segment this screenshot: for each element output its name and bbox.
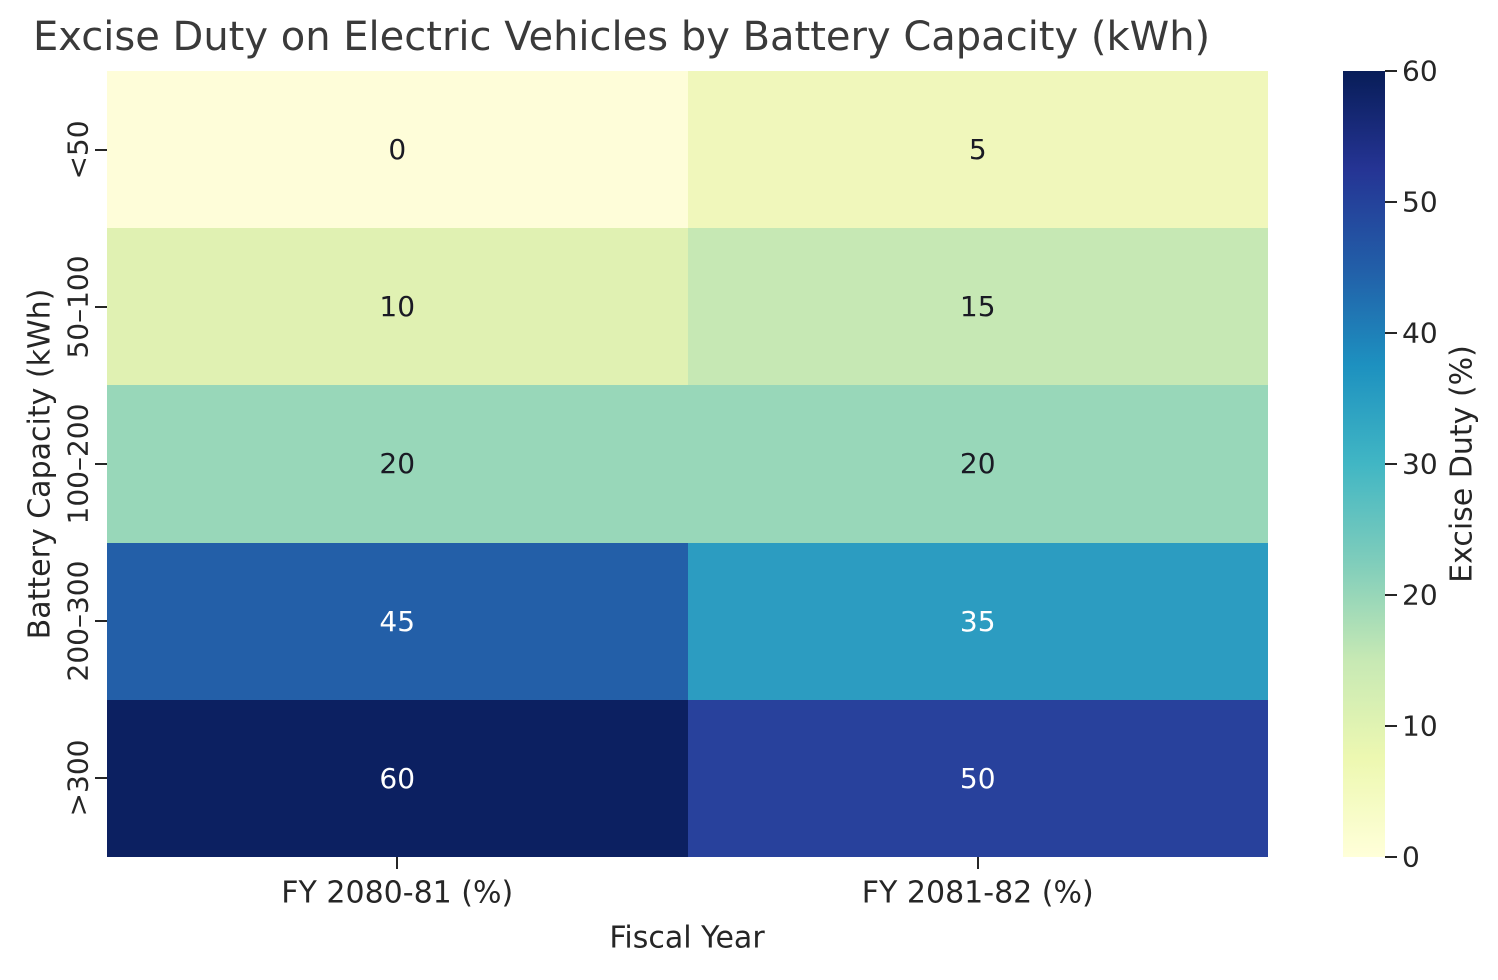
heatmap-cell-value: 20 xyxy=(379,447,416,481)
heatmap-cell: 20 xyxy=(107,385,688,543)
y-tick-mark xyxy=(95,305,107,308)
y-tick-label: <50 xyxy=(61,120,95,180)
x-tick-mark xyxy=(396,857,399,869)
heatmap-grid: 0 5 10 15 20 20 45 35 60 50 xyxy=(107,71,1268,857)
colorbar-tick-mark xyxy=(1385,70,1397,72)
heatmap-cell: 60 xyxy=(107,699,688,857)
heatmap-cell-value: 60 xyxy=(379,761,416,795)
y-tick-label: >300 xyxy=(61,739,95,817)
y-tick-label: 50–100 xyxy=(61,255,95,359)
heatmap-cell: 50 xyxy=(687,699,1268,857)
heatmap-cell: 35 xyxy=(687,542,1268,700)
colorbar-tick-label: 40 xyxy=(1402,316,1438,350)
y-tick-mark xyxy=(95,777,107,780)
heatmap-cell: 45 xyxy=(107,542,688,700)
heatmap-cell-value: 5 xyxy=(968,133,987,167)
x-axis-label: Fiscal Year xyxy=(609,920,765,956)
heatmap-cell: 15 xyxy=(687,228,1268,386)
colorbar-tick-mark xyxy=(1385,201,1397,203)
heatmap-cell-value: 50 xyxy=(959,761,996,795)
heatmap-cell-value: 0 xyxy=(388,133,407,167)
heatmap-cell: 0 xyxy=(107,71,688,229)
heatmap-cell-value: 45 xyxy=(379,604,416,638)
y-tick-mark xyxy=(95,620,107,623)
heatmap-cell-value: 15 xyxy=(959,290,996,324)
colorbar-tick-label: 50 xyxy=(1402,185,1438,219)
colorbar-tick-label: 20 xyxy=(1402,578,1438,612)
heatmap-cell: 20 xyxy=(687,385,1268,543)
x-tick-label: FY 2081-82 (%) xyxy=(861,875,1094,911)
colorbar-tick-mark xyxy=(1385,856,1397,858)
y-tick-mark xyxy=(95,148,107,151)
colorbar-tick-label: 60 xyxy=(1402,54,1438,88)
y-axis-label: Battery Capacity (kWh) xyxy=(22,288,58,640)
x-tick-label: FY 2080-81 (%) xyxy=(281,875,514,911)
colorbar-tick-label: 30 xyxy=(1402,447,1438,481)
heatmap-cell-value: 10 xyxy=(379,290,416,324)
heatmap-cell-value: 35 xyxy=(959,604,996,638)
colorbar-tick-mark xyxy=(1385,332,1397,334)
y-tick-mark xyxy=(95,463,107,465)
heatmap-cell-value: 20 xyxy=(959,447,996,481)
colorbar-tick-mark xyxy=(1385,594,1397,596)
colorbar-tick-mark xyxy=(1385,725,1397,727)
y-tick-label: 100–200 xyxy=(61,403,95,525)
heatmap-cell: 10 xyxy=(107,228,688,386)
colorbar-tick-label: 0 xyxy=(1402,840,1420,874)
y-tick-label: 200–300 xyxy=(61,560,95,682)
colorbar-tick-mark xyxy=(1385,463,1397,465)
chart-title: Excise Duty on Electric Vehicles by Batt… xyxy=(33,14,1211,60)
x-tick-mark xyxy=(976,857,979,869)
heatmap-cell: 5 xyxy=(687,71,1268,229)
colorbar-label: Excise Duty (%) xyxy=(1444,345,1480,583)
colorbar-tick-label: 10 xyxy=(1402,709,1438,743)
colorbar xyxy=(1343,71,1385,857)
